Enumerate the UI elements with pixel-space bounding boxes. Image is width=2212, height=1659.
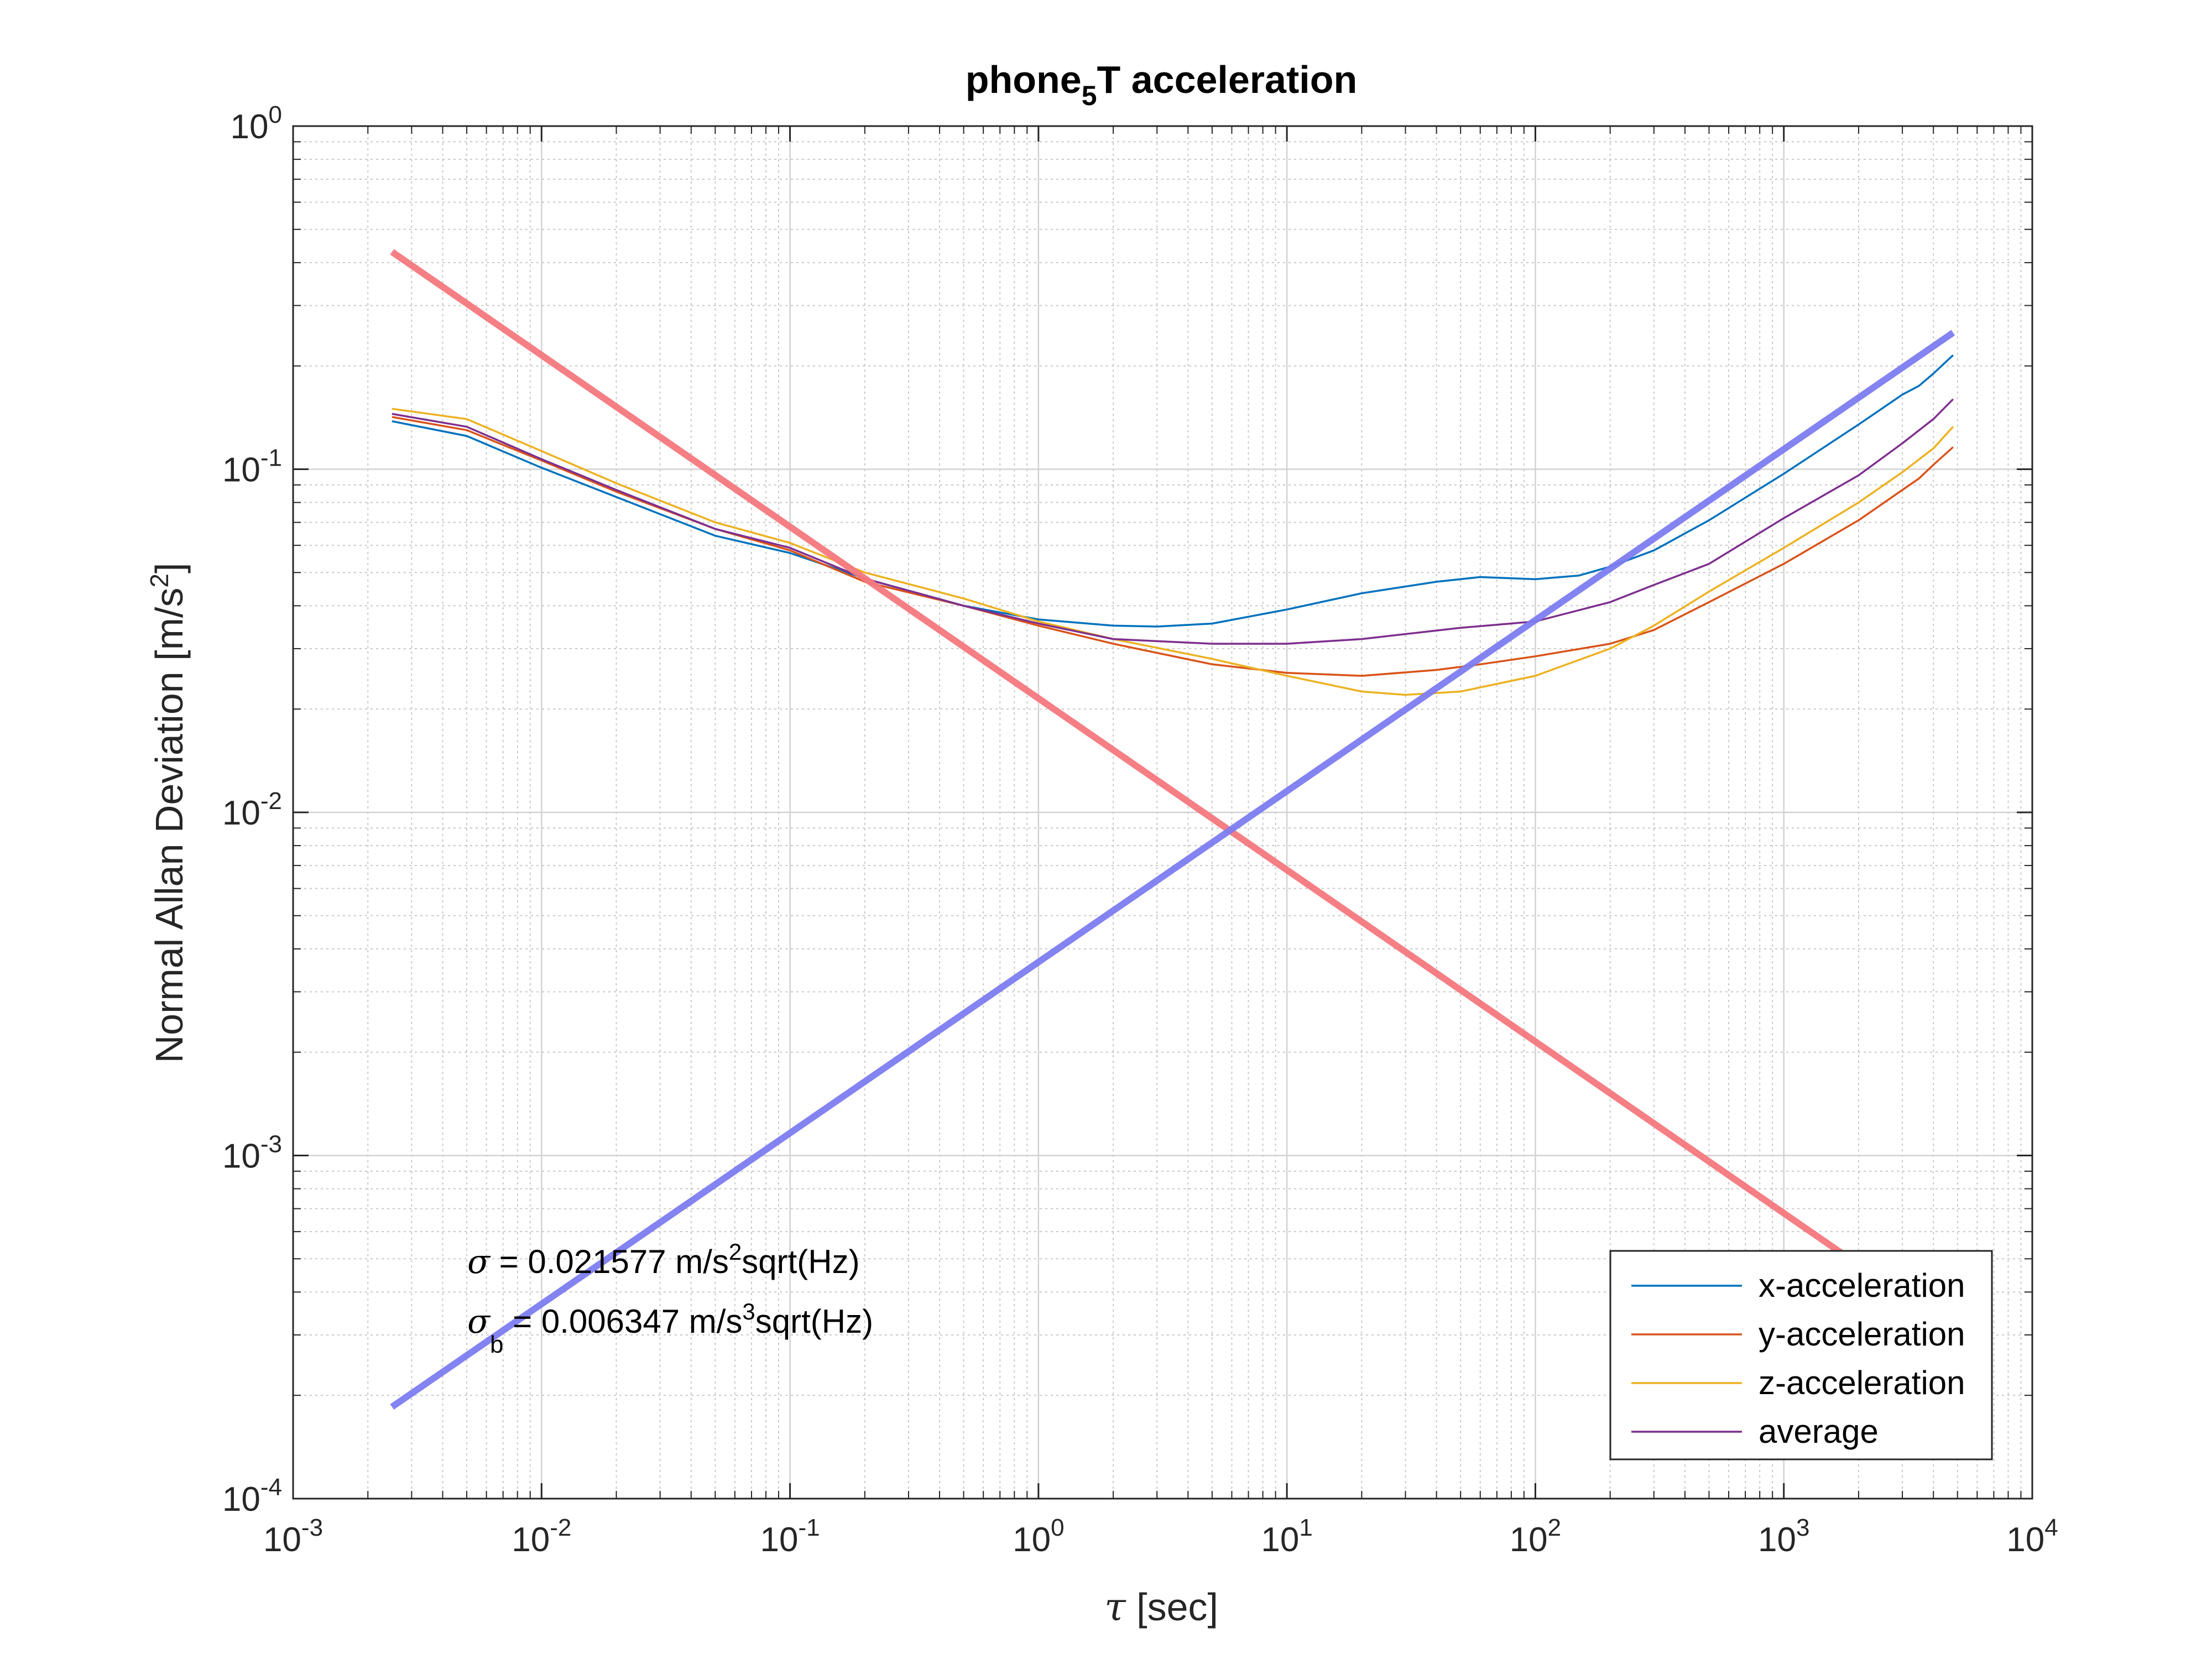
series-layer	[390, 249, 1955, 1410]
x-axis-label: τ [sec]	[1104, 1584, 1218, 1630]
series-line-x-acceleration	[392, 354, 1954, 628]
legend-label-average: average	[1759, 1413, 1879, 1450]
y-tick-label: 10-3	[222, 1131, 282, 1176]
y-tick-label: 10-1	[222, 445, 282, 489]
fit-line-1	[390, 249, 1861, 1268]
x-tick-label: 103	[1758, 1514, 1809, 1559]
series-line-average	[392, 398, 1954, 645]
sigma-b-annotation: σb = 0.006347 m/s3sqrt(Hz)	[467, 1298, 873, 1358]
tick-labels: 10-3 10-2 10-1 100 101 102 103 10410-410-310-21…	[222, 101, 2058, 1559]
axis-ticks	[292, 125, 2033, 1500]
annotations: σ = 0.021577 m/s2sqrt(Hz) σb = 0.006347 …	[467, 1239, 873, 1358]
legend-label-y-acceleration: y-acceleration	[1759, 1316, 1965, 1353]
x-tick-label: 101	[1261, 1514, 1312, 1559]
x-tick-label: 102	[1510, 1514, 1561, 1559]
chart-title: phone5T acceleration	[966, 58, 1358, 111]
x-tick-label: 10-1	[760, 1514, 820, 1559]
y-tick-label: 10-4	[222, 1474, 282, 1519]
x-tick-label: 104	[2006, 1514, 2058, 1559]
legend: x-acceleration y-acceleration z-accelerati…	[1609, 1250, 1993, 1460]
y-axis-label: Normal Allan Deviation [m/s2]	[145, 563, 191, 1063]
x-tick-label: 10-3	[263, 1514, 323, 1559]
legend-label-z-acceleration: z-acceleration	[1759, 1364, 1965, 1401]
sigma-annotation: σ = 0.021577 m/s2sqrt(Hz)	[467, 1239, 860, 1281]
series-line-z-acceleration	[392, 408, 1954, 696]
legend-label-x-acceleration: x-acceleration	[1759, 1267, 1965, 1304]
x-tick-label: 10-2	[512, 1514, 571, 1559]
y-tick-label: 10-2	[222, 787, 282, 832]
y-tick-label: 100	[231, 101, 282, 146]
x-tick-label: 100	[1013, 1514, 1064, 1559]
fit-line-2	[390, 330, 1955, 1410]
